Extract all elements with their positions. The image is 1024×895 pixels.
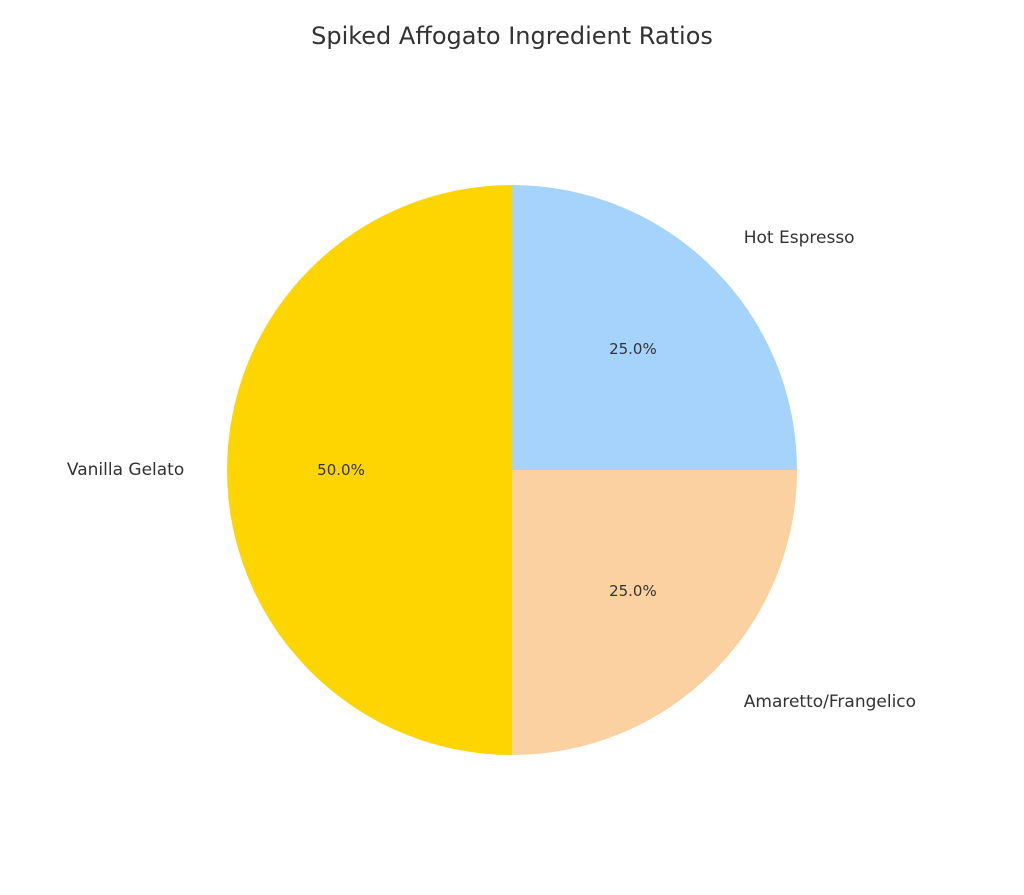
pie-chart-container: Spiked Affogato Ingredient Ratios 25.0%H… [0, 0, 1024, 895]
slice-label: Vanilla Gelato [67, 460, 184, 480]
slice-label: Hot Espresso [744, 228, 855, 248]
slice-pct-label: 25.0% [609, 340, 657, 358]
slice-pct-label: 50.0% [317, 461, 365, 479]
slice-pct-label: 25.0% [609, 582, 657, 600]
pie-slice [512, 470, 797, 755]
pie-slice [227, 185, 512, 755]
slice-label: Amaretto/Frangelico [744, 692, 916, 712]
pie-svg [0, 0, 1024, 895]
